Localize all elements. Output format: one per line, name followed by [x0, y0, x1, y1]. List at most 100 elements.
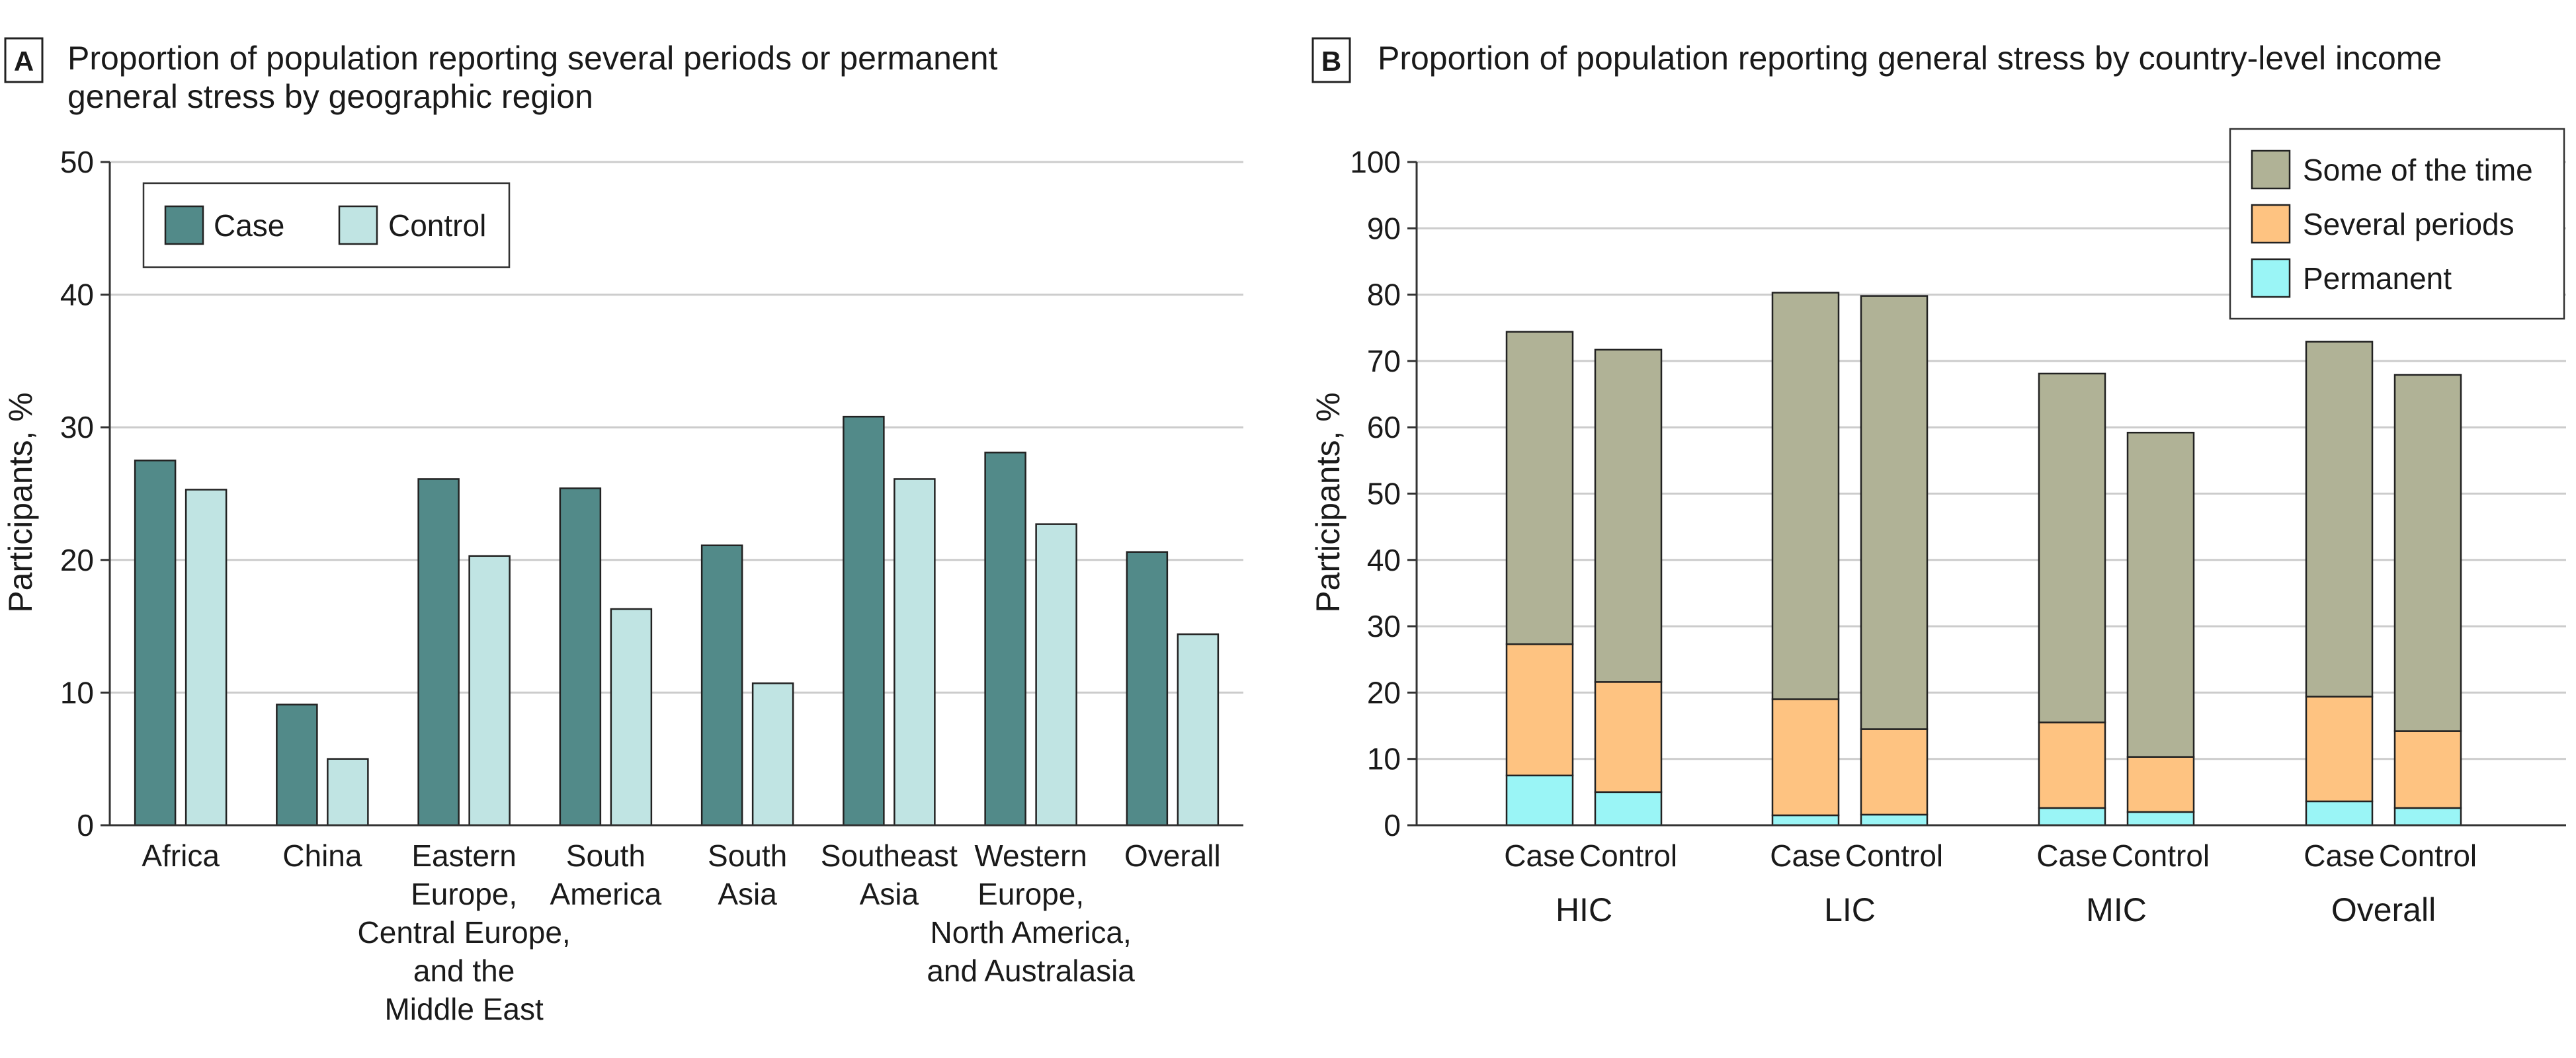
bar-lic-case-permanent — [1771, 814, 1840, 827]
panel-a-title-line-1: Proportion of population reporting sever… — [67, 40, 998, 77]
panel-b-bars — [1505, 292, 2462, 827]
panel-b: B Proportion of population reporting gen… — [1309, 37, 2566, 928]
x-category-label: Southeast — [821, 838, 958, 873]
x-category-label: and the — [413, 954, 515, 988]
legend-label-some-of-the-time: Some of the time — [2303, 153, 2533, 187]
legend-label-several-periods: Several periods — [2303, 207, 2514, 241]
x-category-label: Central Europe, — [358, 915, 571, 950]
panel-b-letter-box — [1311, 37, 1351, 83]
bar-control-southeast-asia — [893, 478, 936, 827]
x-category-label: South — [708, 838, 787, 873]
bar-hic-control-several-periods — [1594, 681, 1663, 794]
bar-mic-case-permanent — [2038, 807, 2106, 827]
bar-case-overall — [1126, 551, 1169, 827]
bar-lic-control-several-periods — [1860, 728, 1929, 816]
y-tick-label: 10 — [1367, 742, 1401, 776]
x-category-label: and Australasia — [927, 954, 1135, 988]
bar-case-china — [276, 704, 318, 827]
x-subcategory-label: Control — [1579, 838, 1677, 873]
x-category-label: Africa — [142, 838, 220, 873]
bar-hic-control-some-of-the-time — [1594, 348, 1663, 683]
legend-label-case: Case — [214, 208, 284, 243]
y-tick-label: 20 — [1367, 675, 1401, 710]
bar-hic-control-permanent — [1594, 791, 1663, 827]
x-category-label: Asia — [860, 877, 919, 911]
bar-case-eastern-europe-central-europe-and-the-middle-east — [417, 478, 460, 827]
panel-a-legend: Case Control — [142, 182, 511, 268]
x-category-label: Middle East — [384, 992, 544, 1026]
bar-overall-control-permanent — [2393, 807, 2462, 827]
y-tick-label: 60 — [1367, 410, 1401, 444]
y-tick-label: 30 — [60, 410, 94, 444]
x-category-label: South — [566, 838, 645, 873]
x-category-label: Overall — [1124, 838, 1221, 873]
bar-hic-case-several-periods — [1505, 643, 1574, 777]
legend-label-permanent: Permanent — [2303, 261, 2452, 296]
panel-a-legend-box — [142, 182, 511, 268]
bar-control-south-asia — [751, 682, 794, 827]
panel-a-y-ticks: 0 10 20 30 40 50 — [60, 145, 110, 842]
bar-lic-control-permanent — [1860, 813, 1929, 827]
bar-lic-control-some-of-the-time — [1860, 295, 1929, 730]
legend-swatch-case — [164, 205, 204, 245]
bar-case-southeast-asia — [843, 415, 885, 827]
x-group-label: Overall — [2331, 891, 2436, 928]
y-tick-label: 80 — [1367, 278, 1401, 312]
y-tick-label: 90 — [1367, 211, 1401, 245]
bar-hic-case-some-of-the-time — [1505, 331, 1574, 645]
bar-overall-case-several-periods — [2305, 696, 2374, 803]
y-tick-label: 50 — [1367, 477, 1401, 511]
x-subcategory-label: Control — [2379, 838, 2477, 873]
panel-a-title-line-2: general stress by geographic region — [67, 78, 593, 115]
panel-a-bars — [134, 415, 1220, 827]
bar-mic-control-several-periods — [2126, 756, 2195, 813]
bar-overall-control-some-of-the-time — [2393, 374, 2462, 732]
x-category-label: America — [550, 877, 662, 911]
x-group-label: LIC — [1824, 891, 1876, 928]
legend-swatch-control — [338, 205, 378, 245]
panel-a-axes — [108, 162, 1243, 827]
bar-hic-case-permanent — [1505, 774, 1574, 827]
x-group-label: HIC — [1556, 891, 1612, 928]
bar-lic-case-some-of-the-time — [1771, 292, 1840, 700]
x-subcategory-label: Control — [2112, 838, 2210, 873]
panel-b-letter: B — [1321, 46, 1341, 77]
panel-b-title: Proportion of population reporting gener… — [1378, 40, 2442, 77]
x-category-label: Europe, — [411, 877, 517, 911]
bar-case-south-america — [559, 487, 602, 827]
bar-control-western-europe-north-america-and-australasia — [1035, 523, 1077, 827]
legend-label-control: Control — [388, 208, 486, 243]
bar-lic-case-several-periods — [1771, 698, 1840, 817]
bar-control-china — [327, 758, 369, 827]
x-subcategory-label: Case — [2304, 838, 2374, 873]
bar-mic-case-some-of-the-time — [2038, 372, 2106, 723]
bar-overall-case-some-of-the-time — [2305, 341, 2374, 698]
bar-overall-control-several-periods — [2393, 730, 2462, 809]
bar-control-eastern-europe-central-europe-and-the-middle-east — [468, 555, 511, 827]
y-tick-label: 30 — [1367, 609, 1401, 643]
x-category-label: Asia — [718, 877, 777, 911]
panel-a-category-labels: Africa China Eastern Europe, Central Europe,… — [142, 838, 1220, 1026]
y-tick-label: 50 — [60, 145, 94, 179]
x-category-label: Eastern — [411, 838, 517, 873]
x-category-label: Western — [974, 838, 1087, 873]
bar-control-overall — [1177, 633, 1220, 827]
y-tick-label: 70 — [1367, 344, 1401, 378]
y-tick-label: 0 — [77, 808, 94, 842]
bar-case-south-asia — [700, 544, 743, 827]
panel-a: A Proportion of population reporting sev… — [2, 37, 1243, 1026]
y-tick-label: 20 — [60, 543, 94, 577]
panel-a-y-axis-label: Participants, % — [2, 392, 39, 612]
panel-b-legend: Some of the time Several periods Permane… — [2229, 128, 2565, 320]
panel-b-axes — [1415, 162, 2566, 827]
bar-control-south-america — [610, 608, 653, 827]
panel-b-y-ticks: 0 10 20 30 40 50 60 70 80 90 100 — [1350, 145, 1417, 842]
x-category-label: China — [282, 838, 362, 873]
x-subcategory-label: Case — [2036, 838, 2107, 873]
y-tick-label: 0 — [1384, 808, 1401, 842]
bar-control-africa — [185, 489, 228, 827]
bar-mic-case-several-periods — [2038, 721, 2106, 809]
x-subcategory-label: Case — [1770, 838, 1841, 873]
